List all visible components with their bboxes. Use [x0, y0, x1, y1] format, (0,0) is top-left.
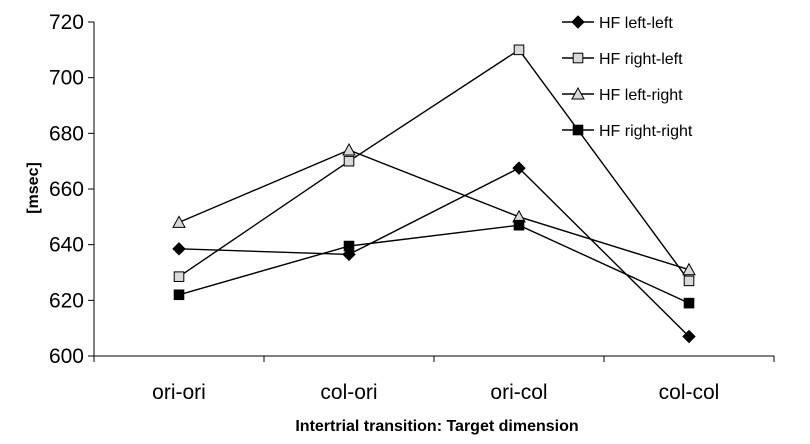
series-hf-right-right	[173, 219, 695, 309]
legend-marker	[572, 52, 584, 64]
data-point	[683, 275, 695, 287]
legend-item: HF left-left	[562, 15, 673, 32]
series-line	[178, 48, 690, 282]
y-tick-label: 680	[49, 122, 84, 145]
data-point	[512, 161, 526, 175]
legend-marker	[571, 15, 585, 29]
x-axis-label: Intertrial transition: Target dimension	[295, 418, 578, 435]
x-tick-label: ori-ori	[152, 381, 206, 404]
legend-label: HF right-right	[599, 123, 693, 140]
legend-label: HF right-left	[599, 51, 683, 68]
y-tick-label: 660	[49, 178, 84, 201]
series-group	[172, 44, 696, 344]
data-point	[343, 240, 355, 252]
data-point	[682, 262, 696, 276]
legend: HF left-left HF right-left HF left-right HF…	[562, 15, 693, 140]
y-tick-label: 720	[49, 11, 84, 34]
data-point	[682, 329, 696, 344]
series-hf-right-left	[173, 44, 695, 287]
data-point	[173, 289, 185, 301]
data-point	[342, 247, 356, 262]
data-point	[172, 242, 186, 256]
series-hf-left-right	[172, 142, 696, 276]
data-point	[343, 155, 355, 167]
legend-item: HF right-right	[562, 123, 693, 140]
y-tick-label: 640	[49, 234, 84, 257]
series-line	[178, 224, 690, 304]
y-tick-labels: 600 620 640 660 680 700 720	[49, 11, 84, 368]
series-line	[178, 149, 690, 271]
axes	[88, 21, 775, 362]
y-tick-label: 700	[49, 67, 84, 90]
series-hf-left-left	[172, 161, 696, 344]
data-point	[172, 215, 186, 228]
y-axis-label: [msec]	[25, 162, 42, 214]
data-point	[342, 142, 356, 156]
series-line	[178, 167, 690, 338]
legend-label: HF left-left	[599, 15, 673, 32]
legend-item: HF left-right	[562, 86, 683, 104]
y-tick-label: 620	[49, 289, 84, 312]
y-tick-label: 600	[49, 345, 84, 368]
x-tick-label: col-ori	[320, 381, 377, 404]
x-tick-label: col-col	[659, 381, 720, 404]
legend-marker	[572, 124, 584, 136]
data-point	[513, 219, 525, 231]
legend-label: HF left-right	[599, 87, 683, 104]
legend-item: HF right-left	[562, 51, 683, 68]
x-tick-label: ori-col	[490, 381, 547, 404]
x-tick-labels: ori-ori col-ori ori-col col-col	[152, 381, 719, 404]
data-point	[173, 271, 185, 282]
data-point	[513, 44, 525, 56]
data-point	[683, 297, 695, 309]
legend-marker	[571, 86, 585, 100]
